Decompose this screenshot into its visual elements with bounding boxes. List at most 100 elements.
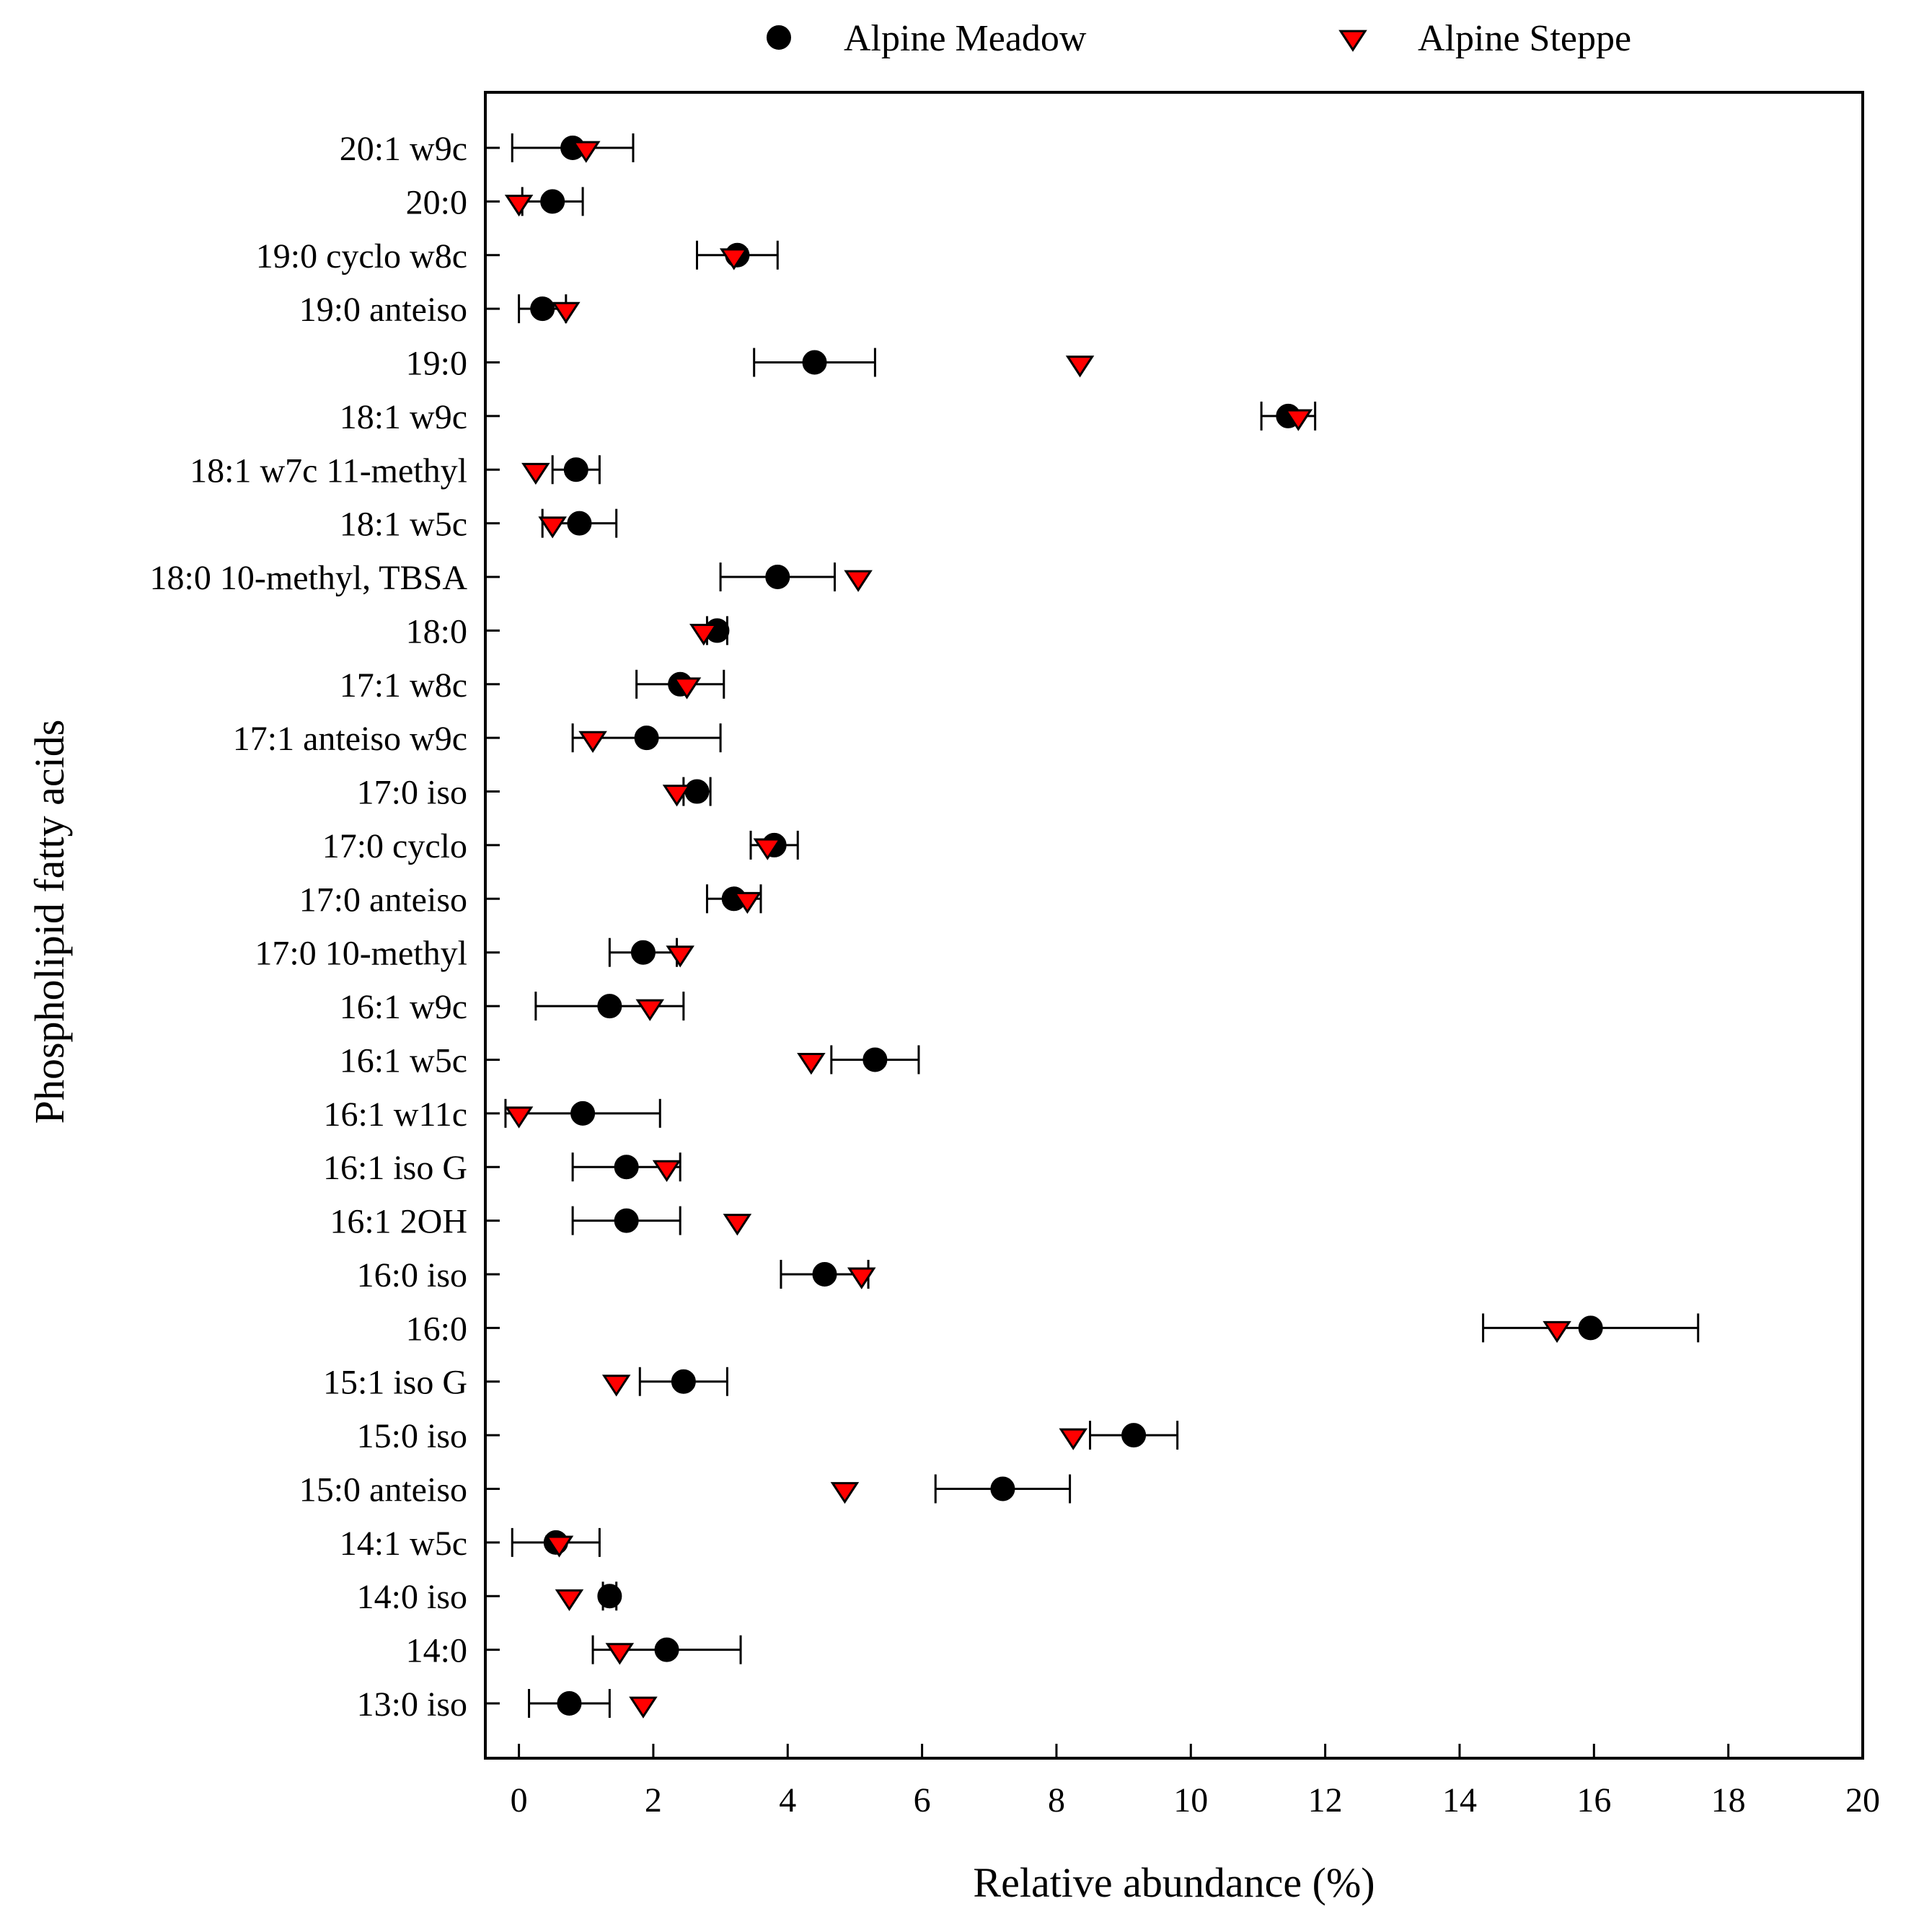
y-tick-label-18-0: 18:0: [406, 612, 467, 650]
y-tick-label-19-0-anteiso: 19:0 anteiso: [299, 291, 467, 329]
steppe-point-20-0: [504, 194, 534, 217]
steppe-point-16-1-iso-g: [652, 1160, 681, 1183]
x-axis-label: Relative abundance (%): [973, 1859, 1375, 1906]
legend-steppe-marker: [1338, 30, 1367, 52]
steppe-point-16-0: [1543, 1320, 1571, 1344]
y-tick-label-20-0: 20:0: [406, 183, 467, 221]
meadow-point-16-1-w5c: [862, 1047, 888, 1072]
steppe-point-17-0-anteiso: [733, 891, 762, 914]
steppe-point-16-1-w9c: [635, 999, 665, 1021]
meadow-point-17-0-10-methyl: [630, 940, 656, 965]
y-tick-label-15-1-iso-g: 15:1 iso G: [323, 1364, 467, 1402]
x-tick-label-6: 6: [914, 1781, 931, 1819]
meadow-point-16-0: [1578, 1315, 1603, 1341]
y-tick-label-18-0-10-methyl-tbsa: 18:0 10-methyl, TBSA: [150, 559, 468, 597]
y-tick-label-17-1-anteiso-w9c: 17:1 anteiso w9c: [233, 720, 467, 758]
y-tick-label-17-0-iso: 17:0 iso: [357, 774, 467, 812]
meadow-point-19-0-anteiso: [530, 296, 555, 322]
meadow-point-15-1-iso-g: [671, 1369, 696, 1394]
y-tick-label-16-1-iso-g: 16:1 iso G: [323, 1149, 467, 1187]
y-tick-label-20-1-w9c: 20:1 w9c: [340, 130, 467, 168]
y-tick-label-16-1-w9c: 16:1 w9c: [340, 988, 467, 1026]
meadow-point-18-1-w5c: [567, 511, 592, 536]
x-tick-label-10: 10: [1173, 1781, 1208, 1819]
y-tick-label-18-1-w7c-11-methyl: 18:1 w7c 11-methyl: [190, 451, 467, 490]
y-axis-label: Phospholipid fatty acids: [26, 720, 73, 1124]
steppe-points: [504, 141, 1571, 1719]
y-tick-label-16-0-iso: 16:0 iso: [357, 1256, 467, 1294]
steppe-point-17-1-w8c: [672, 677, 702, 700]
meadow-point-16-1-w9c: [597, 994, 622, 1019]
steppe-point-15-0-anteiso: [830, 1482, 860, 1504]
steppe-point-14-0-iso: [555, 1589, 584, 1612]
x-ticks: [518, 1744, 1864, 1758]
steppe-point-18-1-w5c: [538, 516, 567, 539]
y-tick-label-14-0-iso: 14:0 iso: [357, 1578, 467, 1616]
steppe-point-15-0-iso: [1059, 1428, 1088, 1450]
steppe-point-18-1-w9c: [1284, 409, 1313, 431]
y-tick-label-16-1-2oh: 16:1 2OH: [330, 1203, 467, 1241]
legend-meadow-label: Alpine Meadow: [844, 18, 1087, 59]
meadow-point-17-0-iso: [684, 779, 710, 804]
y-tick-label-14-0: 14:0: [406, 1632, 467, 1670]
steppe-point-16-0-iso: [847, 1267, 876, 1289]
steppe-point-14-0: [605, 1643, 635, 1665]
steppe-point-13-0-iso: [629, 1696, 658, 1719]
legend-meadow-marker: [767, 25, 791, 50]
x-tick-label-8: 8: [1048, 1781, 1065, 1819]
steppe-point-15-1-iso-g: [601, 1375, 631, 1397]
steppe-point-18-1-w7c-11-methyl: [521, 462, 550, 485]
steppe-point-17-0-10-methyl: [666, 945, 694, 968]
legend: Alpine Meadow Alpine Steppe: [767, 18, 1631, 59]
steppe-point-14-1-w5c: [544, 1535, 574, 1558]
x-tick-label-16: 16: [1576, 1781, 1611, 1819]
y-tick-label-15-0-iso: 15:0 iso: [357, 1417, 467, 1455]
meadow-point-14-0-iso: [597, 1584, 622, 1609]
legend-steppe-label: Alpine Steppe: [1418, 18, 1631, 59]
x-tick-labels: 0 2 4 6 8 10 12 14 16 18 20: [511, 1781, 1880, 1819]
x-tick-label-14: 14: [1442, 1781, 1477, 1819]
y-tick-label-19-0: 19:0: [406, 345, 467, 383]
steppe-point-18-0-10-methyl-tbsa: [844, 570, 873, 592]
x-tick-label-0: 0: [511, 1781, 528, 1819]
meadow-point-20-0: [540, 189, 565, 214]
meadow-point-18-1-w7c-11-methyl: [563, 457, 588, 482]
x-tick-label-4: 4: [779, 1781, 796, 1819]
y-tick-label-18-1-w9c: 18:1 w9c: [340, 398, 467, 436]
y-tick-label-17-0-10-methyl: 17:0 10-methyl: [255, 935, 467, 973]
meadow-point-14-0: [654, 1637, 679, 1662]
meadow-point-16-1-2oh: [614, 1208, 639, 1233]
error-bars: [504, 133, 1700, 1718]
steppe-point-17-1-anteiso-w9c: [578, 731, 607, 753]
meadow-point-16-1-w11c: [570, 1100, 596, 1126]
steppe-point-16-1-w11c: [504, 1106, 534, 1129]
steppe-point-16-1-2oh: [723, 1214, 752, 1236]
y-tick-label-17-1-w8c: 17:1 w8c: [340, 666, 467, 705]
meadow-point-17-1-anteiso-w9c: [634, 725, 659, 751]
meadow-point-15-0-anteiso: [990, 1476, 1015, 1501]
x-tick-label-12: 12: [1308, 1781, 1343, 1819]
steppe-point-19-0-anteiso: [552, 301, 581, 324]
meadow-point-16-0-iso: [812, 1261, 837, 1287]
y-ticks: [485, 146, 500, 1705]
steppe-point-16-1-w5c: [797, 1053, 826, 1075]
steppe-point-18-0: [689, 623, 718, 646]
steppe-point-20-1-w9c: [571, 141, 601, 163]
y-tick-label-17-0-cyclo: 17:0 cyclo: [322, 827, 467, 865]
y-tick-label-17-0-anteiso: 17:0 anteiso: [299, 881, 467, 919]
meadow-point-19-0: [802, 350, 827, 375]
meadow-points: [530, 136, 1603, 1716]
meadow-point-18-0-10-methyl-tbsa: [765, 565, 790, 590]
plot-frame: [484, 91, 1864, 1760]
y-tick-label-19-0-cyclo-w8c: 19:0 cyclo w8c: [256, 237, 467, 275]
steppe-point-19-0-cyclo-w8c: [719, 248, 749, 270]
steppe-point-17-0-cyclo: [753, 838, 782, 860]
y-tick-label-16-1-w11c: 16:1 w11c: [323, 1095, 467, 1134]
steppe-point-19-0: [1065, 356, 1095, 378]
y-tick-label-16-0: 16:0: [406, 1310, 467, 1348]
y-tick-labels: 20:1 w9c 20:0 19:0 cyclo w8c 19:0 anteiso 19…: [150, 130, 468, 1724]
y-tick-label-18-1-w5c: 18:1 w5c: [340, 506, 467, 544]
steppe-point-17-0-iso: [662, 785, 692, 807]
